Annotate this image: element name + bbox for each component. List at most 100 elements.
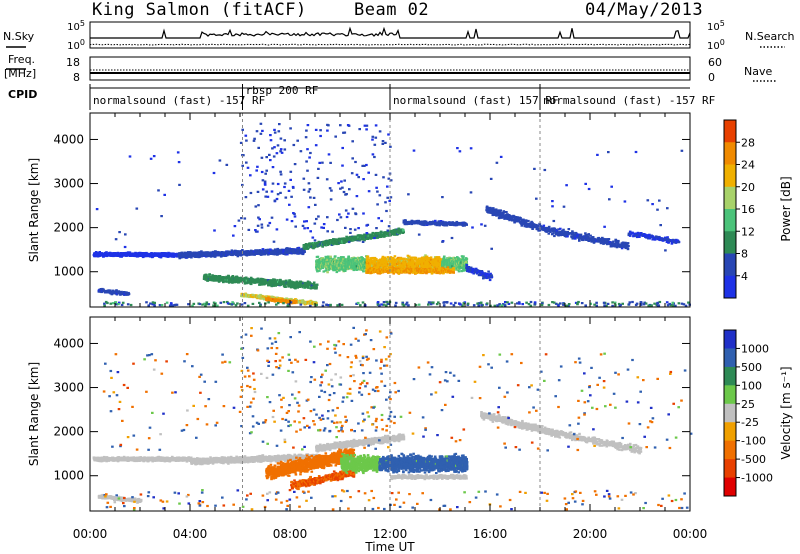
- heatmap-cell: [217, 251, 220, 254]
- heatmap-cell: [232, 279, 235, 283]
- heatmap-cell: [314, 300, 317, 304]
- heatmap-cell: [289, 286, 293, 289]
- heatmap-cell: [105, 251, 108, 254]
- date-title: 04/May/2013: [585, 0, 704, 20]
- heatmap-cell: [229, 253, 232, 256]
- heatmap-cell: [244, 277, 247, 280]
- heatmap-cell: [263, 278, 266, 281]
- heatmap-cell: [267, 283, 271, 286]
- heatmap-cell: [273, 278, 277, 281]
- heatmap-cell: [111, 289, 115, 292]
- nsearch-label: N.Search: [745, 30, 795, 43]
- heatmap-cell: [347, 256, 350, 259]
- heatmap-cell: [333, 258, 337, 261]
- heatmap-cell: [338, 269, 341, 272]
- cpid-segment-label: normalsound (fast) -157 RF: [543, 94, 715, 107]
- noise-right-tick-top: 105: [707, 19, 725, 33]
- heatmap-cell: [326, 271, 329, 274]
- heatmap-cell: [258, 283, 261, 286]
- heatmap-cell: [261, 278, 265, 281]
- heatmap-cell: [186, 251, 190, 254]
- nave-tick-top: 60: [708, 56, 722, 69]
- heatmap-cell: [326, 258, 329, 261]
- heatmap-cell: [227, 275, 230, 278]
- heatmap-cell: [332, 239, 335, 242]
- heatmap-cell: [321, 257, 324, 260]
- heatmap-cell: [247, 279, 251, 282]
- heatmap-cell: [315, 268, 319, 271]
- heatmap-cell: [334, 238, 337, 241]
- heatmap-cell: [340, 256, 343, 259]
- heatmap-cell: [236, 250, 239, 253]
- heatmap-cell: [256, 277, 260, 280]
- freq-label-line2: [MHz]: [4, 67, 36, 80]
- heatmap-cell: [333, 238, 336, 241]
- heatmap-cell: [303, 250, 306, 253]
- heatmap-cell: [206, 252, 210, 255]
- beam-title: Beam 02: [354, 0, 430, 20]
- heatmap-cell: [267, 253, 270, 256]
- heatmap-cell: [109, 289, 112, 292]
- heatmap-cell: [342, 267, 345, 270]
- cpid-segment-label: rbsp 200 RF: [246, 84, 319, 97]
- freq-label-line1: Freq.: [8, 53, 35, 66]
- heatmap-cell: [263, 253, 267, 256]
- heatmap-cell: [284, 253, 287, 256]
- heatmap-cell: [279, 279, 282, 282]
- heatmap-cell: [272, 284, 275, 287]
- heatmap-cell: [249, 249, 253, 252]
- noise-strip-frame: [89, 21, 691, 49]
- heatmap-cell: [273, 253, 277, 256]
- heatmap-cell: [303, 281, 307, 284]
- heatmap-cell: [313, 284, 317, 287]
- nsky-line: [90, 26, 691, 39]
- heatmap-cell: [288, 279, 291, 282]
- heatmap-cell: [94, 252, 98, 255]
- heatmap-cell: [345, 235, 348, 238]
- heatmap-cell: [212, 279, 216, 282]
- heatmap-cell: [321, 266, 325, 270]
- heatmap-cell: [294, 252, 297, 255]
- heatmap-cell: [378, 235, 381, 238]
- heatmap-cell: [312, 281, 316, 284]
- heatmap-cell: [350, 267, 353, 271]
- heatmap-cell: [262, 253, 265, 256]
- heatmap-cell: [347, 240, 351, 244]
- heatmap-cell: [245, 253, 248, 256]
- heatmap-cell: [211, 278, 215, 281]
- heatmap-cell: [119, 293, 122, 296]
- heatmap-cell: [238, 279, 242, 282]
- heatmap-cell: [143, 252, 146, 255]
- heatmap-cell: [306, 247, 310, 250]
- heatmap-cell: [389, 234, 392, 237]
- heatmap-cell: [222, 281, 225, 284]
- heatmap-cell: [127, 291, 130, 295]
- heatmap-cell: [122, 291, 126, 294]
- heatmap-cell: [258, 249, 262, 252]
- heatmap-cell: [376, 236, 379, 239]
- heatmap-cell: [401, 231, 405, 234]
- heatmap-cell: [303, 286, 307, 289]
- noise-right-tick-bottom: 100: [707, 38, 725, 52]
- heatmap-cell: [236, 255, 240, 258]
- heatmap-cell: [308, 281, 311, 284]
- heatmap-cell: [294, 287, 297, 290]
- heatmap-cell: [230, 249, 234, 252]
- station-title: King Salmon (fitACF): [92, 0, 307, 20]
- heatmap-cell: [261, 248, 265, 251]
- heatmap-cell: [369, 237, 372, 240]
- heatmap-cell: [329, 255, 332, 258]
- heatmap-cell: [311, 284, 315, 287]
- heatmap-cell: [249, 281, 252, 284]
- heatmap-cell: [388, 234, 391, 237]
- heatmap-cell: [252, 295, 255, 299]
- heatmap-cell: [103, 254, 107, 257]
- heatmap-cell: [379, 230, 383, 233]
- heatmap-cell: [205, 276, 209, 279]
- heatmap-cell: [318, 269, 321, 272]
- heatmap-cell: [316, 255, 320, 258]
- heatmap-cell: [168, 252, 171, 255]
- heatmap-cell: [115, 289, 118, 292]
